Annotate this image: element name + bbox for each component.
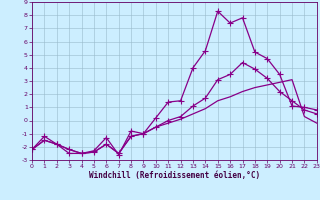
X-axis label: Windchill (Refroidissement éolien,°C): Windchill (Refroidissement éolien,°C) [89, 171, 260, 180]
